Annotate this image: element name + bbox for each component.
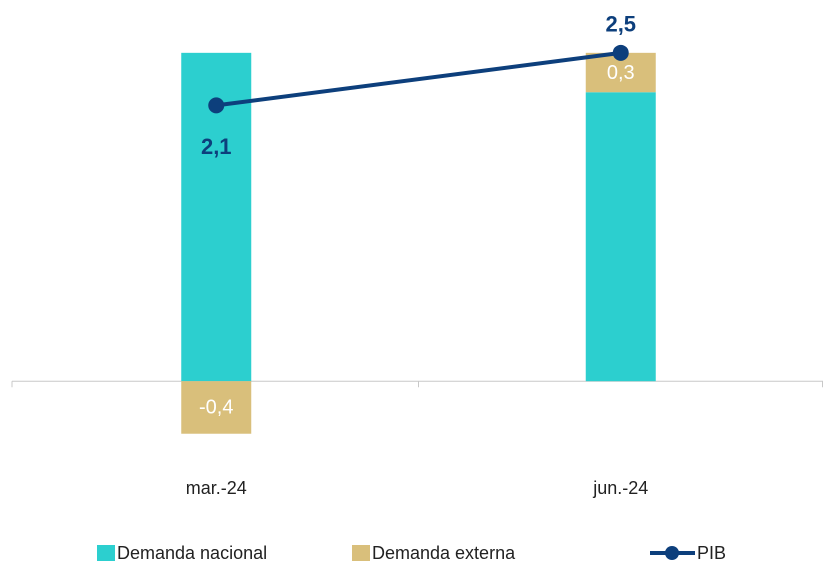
bar: [585, 92, 656, 382]
x-tick-label: jun.-24: [592, 478, 648, 498]
x-tick-label: mar.-24: [186, 478, 247, 498]
bar: [181, 381, 252, 434]
data-label: 2,1: [201, 134, 232, 159]
line-point: [208, 97, 225, 114]
line-point: [612, 44, 629, 61]
data-label: -0,4: [199, 397, 233, 419]
legend-label: Demanda nacional: [117, 543, 267, 563]
legend-marker: [665, 546, 679, 560]
data-label: 2,5: [605, 12, 636, 37]
legend-label: PIB: [697, 543, 726, 563]
legend-swatch: [352, 545, 370, 561]
legend-swatch: [97, 545, 115, 561]
legend-label: Demanda externa: [372, 543, 516, 563]
data-label: 0,3: [607, 62, 635, 84]
line: [215, 50, 622, 108]
